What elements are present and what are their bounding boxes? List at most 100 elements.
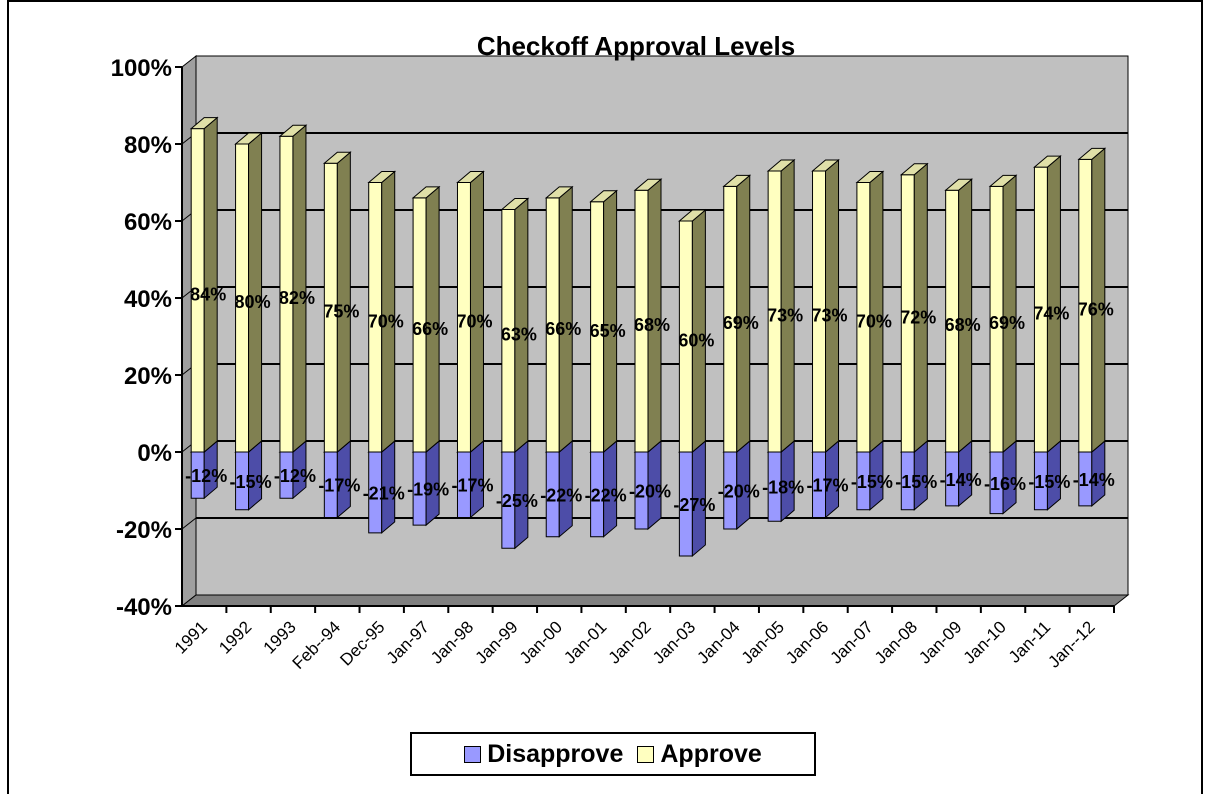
- x-tick-label: Jan-04: [693, 617, 743, 667]
- x-tick-label: Jan-97: [383, 617, 433, 667]
- data-label-disapprove: -20%: [718, 482, 760, 502]
- chart-title: Checkoff Approval Levels: [477, 31, 795, 61]
- gridline-side: [181, 517, 197, 530]
- data-label-approve: 66%: [412, 319, 448, 339]
- x-tick-label: Jan-99: [471, 617, 521, 667]
- y-tick-label: 60%: [124, 209, 172, 236]
- y-tick-label: 40%: [124, 286, 172, 313]
- legend-label-approve: Approve: [660, 739, 762, 768]
- bar-approve: [234, 131, 263, 454]
- data-label-disapprove: -21%: [363, 483, 405, 503]
- data-label-disapprove: -15%: [230, 472, 272, 492]
- bar-approve: [633, 178, 663, 454]
- x-tick-label: Jan-05: [738, 617, 788, 667]
- data-label-approve: 60%: [678, 331, 714, 351]
- bar-disapprove: [367, 439, 397, 534]
- x-tick-label: Feb--94: [289, 617, 345, 673]
- x-tick-label: Jan-06: [782, 617, 832, 667]
- data-label-disapprove: -12%: [274, 466, 316, 486]
- x-tick-label: Jan-10: [960, 617, 1010, 667]
- bar-approve: [1033, 155, 1062, 454]
- bar-approve: [678, 208, 707, 454]
- data-label-disapprove: -17%: [807, 476, 849, 496]
- y-tick-label: 100%: [111, 55, 172, 82]
- data-label-approve: 80%: [235, 292, 271, 312]
- data-label-disapprove: -15%: [851, 472, 893, 492]
- data-label-approve: 63%: [501, 325, 537, 345]
- y-tick-label: 20%: [124, 363, 172, 390]
- chart-area: [7, 0, 1203, 794]
- data-label-approve: 70%: [368, 311, 404, 331]
- data-label-disapprove: -15%: [1028, 472, 1070, 492]
- bar-approve: [766, 158, 796, 454]
- bar-disapprove: [1077, 439, 1107, 507]
- legend-item-approve: Approve: [637, 739, 762, 769]
- data-label-disapprove: -22%: [585, 485, 627, 505]
- data-label-approve: 73%: [812, 305, 848, 325]
- data-label-approve: 69%: [723, 313, 759, 333]
- data-label-approve: 65%: [590, 321, 626, 341]
- data-label-disapprove: -27%: [673, 495, 715, 515]
- data-label-approve: 74%: [1033, 304, 1069, 324]
- data-label-disapprove: -14%: [940, 470, 982, 490]
- data-label-approve: 76%: [1078, 300, 1114, 320]
- x-tick-label: Jan-08: [871, 617, 921, 667]
- data-label-approve: 82%: [279, 288, 315, 308]
- bar-approve: [456, 170, 485, 454]
- data-label-disapprove: -17%: [318, 476, 360, 496]
- bar-approve: [544, 185, 574, 454]
- bar-approve: [811, 158, 840, 454]
- bar-approve: [322, 151, 352, 454]
- bar-approve: [855, 170, 885, 454]
- y-tick-label: 80%: [124, 132, 172, 159]
- bar-approve: [278, 124, 308, 454]
- bar-approve: [1077, 147, 1107, 454]
- data-label-disapprove: -17%: [451, 476, 493, 496]
- data-label-approve: 68%: [634, 315, 670, 335]
- y-tick-label: 0%: [137, 440, 172, 467]
- x-tick-label: Jan-00: [516, 617, 566, 667]
- legend-swatch-approve: [637, 745, 655, 763]
- data-label-approve: 70%: [856, 311, 892, 331]
- data-label-disapprove: -14%: [1073, 470, 1115, 490]
- bar-approve: [944, 178, 974, 454]
- legend-item-disapprove: Disapprove: [464, 740, 623, 769]
- y-tick-label: -20%: [116, 517, 172, 544]
- bar-approve: [411, 185, 441, 454]
- data-label-disapprove: -12%: [185, 466, 227, 486]
- bar-disapprove: [722, 439, 752, 531]
- data-label-disapprove: -19%: [407, 480, 449, 500]
- data-label-approve: 66%: [545, 319, 581, 339]
- bar-approve: [589, 189, 618, 454]
- legend-label-disapprove: Disapprove: [487, 739, 624, 768]
- data-label-approve: 73%: [767, 305, 803, 325]
- x-tick-label: Jan-03: [649, 617, 699, 667]
- floor: [180, 594, 1130, 607]
- x-tick-label: 1993: [260, 617, 300, 657]
- data-label-disapprove: -20%: [629, 482, 671, 502]
- legend-swatch-disapprove: [464, 745, 482, 763]
- x-tick-label: Jan-07: [827, 617, 877, 667]
- x-tick-label: 1992: [215, 617, 255, 657]
- bar-approve: [189, 116, 219, 454]
- data-label-approve: 75%: [323, 302, 359, 322]
- bar-approve: [367, 170, 397, 454]
- data-label-approve: 70%: [456, 311, 492, 331]
- data-label-disapprove: -18%: [762, 478, 804, 498]
- bar-approve: [899, 162, 929, 454]
- x-tick-label: Jan-98: [427, 617, 477, 667]
- data-label-approve: 68%: [945, 315, 981, 335]
- data-label-disapprove: -16%: [984, 474, 1026, 494]
- x-tick-label: Jan--12: [1044, 617, 1098, 671]
- x-tick-label: Dec-95: [336, 617, 388, 669]
- data-label-disapprove: -25%: [496, 491, 538, 511]
- bar-approve: [500, 197, 530, 454]
- legend: Disapprove Approve: [410, 732, 816, 776]
- bar-approve: [722, 174, 752, 454]
- x-tick-label: 1991: [171, 617, 211, 657]
- x-tick-label: Jan-02: [605, 617, 655, 667]
- data-label-approve: 72%: [900, 307, 936, 327]
- data-label-disapprove: -22%: [540, 485, 582, 505]
- bar-disapprove: [944, 439, 974, 507]
